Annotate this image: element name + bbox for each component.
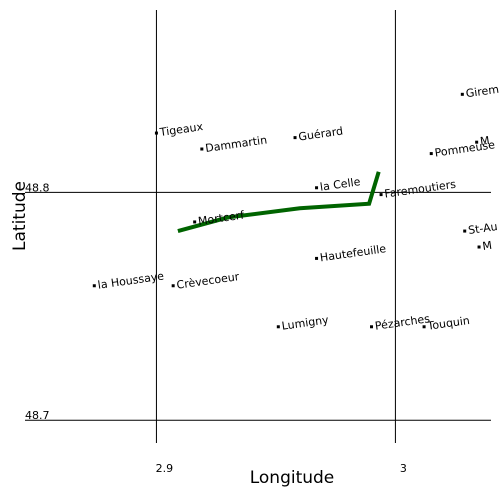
place-marker-icon — [460, 92, 464, 96]
place-marker-icon — [154, 131, 158, 135]
route-line — [177, 171, 381, 234]
place-marker-icon — [475, 140, 479, 144]
place-marker-icon — [276, 325, 280, 329]
route-layer — [177, 171, 381, 234]
grid-lines — [25, 10, 491, 443]
x-tick-label: 3 — [400, 462, 407, 475]
place-marker-icon — [92, 284, 96, 288]
place-label: la Celle — [319, 175, 361, 194]
place-tigeaux[interactable]: Tigeaux — [154, 120, 204, 139]
place-touquin[interactable]: Touquin — [422, 314, 471, 333]
x-tick-label: 2.9 — [156, 462, 174, 475]
place-marker-icon — [200, 147, 204, 151]
place-label: M — [482, 239, 493, 253]
place-marker-icon — [379, 193, 383, 197]
y-tick-label: 48.8 — [25, 181, 50, 194]
place-m[interactable]: M — [475, 134, 490, 148]
place-girem[interactable]: Girem — [460, 83, 500, 101]
place-marker-icon — [293, 136, 297, 140]
place-marker-icon — [463, 229, 467, 233]
place-marker-icon — [429, 152, 433, 156]
place-marker-icon — [422, 325, 426, 329]
y-tick-label: 48.7 — [25, 409, 50, 422]
place-label: Girem — [465, 83, 500, 101]
place-marker-icon — [193, 220, 197, 224]
y-axis-title: Latitude — [10, 181, 30, 251]
place-m[interactable]: M — [477, 239, 493, 253]
place-label: St-Au — [467, 220, 498, 237]
place-la-celle[interactable]: la Celle — [315, 175, 361, 194]
place-gu-rard[interactable]: Guérard — [293, 124, 344, 144]
axis-tick-labels: 2.9 3 48.8 48.7 — [25, 181, 407, 475]
place-marker-icon — [477, 245, 481, 249]
place-label: Touquin — [426, 314, 471, 333]
x-axis-title: Longitude — [250, 468, 335, 488]
place-label: Guérard — [298, 124, 344, 143]
place-label: Tigeaux — [158, 120, 204, 139]
place-marker-icon — [171, 284, 175, 288]
place-marker-icon — [315, 186, 319, 190]
place-marker-icon — [315, 256, 319, 260]
place-marker-icon — [370, 325, 374, 329]
place-st-au[interactable]: St-Au — [463, 220, 498, 237]
place-label: M — [479, 134, 490, 148]
